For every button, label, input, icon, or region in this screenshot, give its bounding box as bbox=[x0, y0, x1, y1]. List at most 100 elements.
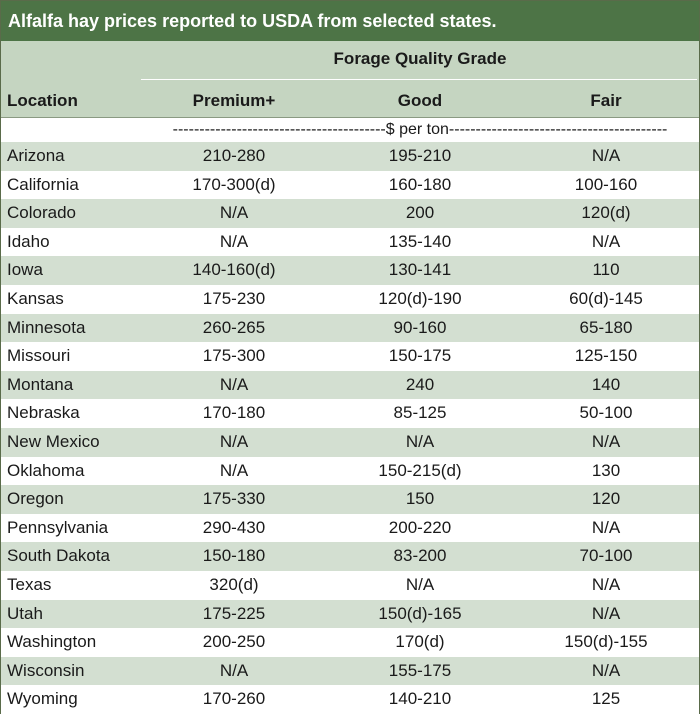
table-row: Wisconsin N/A 155-175 N/A bbox=[1, 656, 699, 686]
premium-cell: 200-250 bbox=[202, 632, 266, 652]
grade-underline bbox=[141, 79, 697, 80]
location-cell: Oklahoma bbox=[7, 460, 85, 480]
good-cell: 155-175 bbox=[388, 660, 452, 680]
fair-cell: 65-180 bbox=[579, 317, 633, 337]
fair-cell: 120(d) bbox=[581, 203, 631, 223]
fair-cell: N/A bbox=[591, 574, 621, 594]
location-cell: Idaho bbox=[7, 231, 50, 251]
fair-cell: N/A bbox=[591, 603, 621, 623]
location-cell: Montana bbox=[7, 374, 74, 394]
good-cell: 90-160 bbox=[393, 317, 447, 337]
premium-cell: 175-230 bbox=[202, 288, 266, 308]
location-cell: Pennsylvania bbox=[7, 517, 109, 537]
table-row: Washington 200-250 170(d) 150(d)-155 bbox=[1, 628, 699, 657]
fair-cell: 60(d)-145 bbox=[569, 288, 643, 308]
units-row: ----------------------------------------… bbox=[1, 118, 699, 142]
premium-cell: N/A bbox=[219, 431, 249, 451]
fair-cell: 70-100 bbox=[579, 546, 633, 566]
location-cell: Texas bbox=[7, 574, 52, 594]
forage-quality-grade-label: Forage Quality Grade bbox=[333, 49, 507, 68]
table-row: Texas 320(d) N/A N/A bbox=[1, 570, 699, 600]
location-column-header: Location bbox=[7, 91, 78, 110]
premium-cell: 210-280 bbox=[202, 146, 266, 165]
table-row: Pennsylvania 290-430 200-220 N/A bbox=[1, 513, 699, 543]
location-cell: California bbox=[7, 174, 79, 194]
good-cell: 150(d)-165 bbox=[378, 603, 462, 623]
premium-cell: 175-330 bbox=[202, 489, 266, 509]
good-cell: N/A bbox=[405, 574, 435, 594]
location-cell: Arizona bbox=[7, 146, 65, 165]
premium-cell: N/A bbox=[219, 460, 249, 480]
good-column-header: Good bbox=[397, 91, 443, 110]
fair-cell: 50-100 bbox=[579, 403, 633, 423]
fair-cell: N/A bbox=[591, 146, 621, 165]
good-cell: 130-141 bbox=[388, 260, 452, 280]
good-cell: 135-140 bbox=[388, 231, 452, 251]
premium-cell: N/A bbox=[219, 374, 249, 394]
table-row: California 170-300(d) 160-180 100-160 bbox=[1, 170, 699, 200]
fair-cell: 110 bbox=[592, 260, 620, 280]
premium-cell: N/A bbox=[219, 231, 249, 251]
good-cell: 140-210 bbox=[388, 689, 452, 709]
table-row: Iowa 140-160(d) 130-141 110 bbox=[1, 256, 699, 285]
location-cell: Wisconsin bbox=[7, 660, 85, 680]
fair-cell: N/A bbox=[591, 431, 621, 451]
premium-cell: 170-300(d) bbox=[192, 174, 276, 194]
location-cell: Washington bbox=[7, 632, 97, 652]
location-cell: Wyoming bbox=[7, 689, 78, 709]
premium-cell: 140-160(d) bbox=[192, 260, 276, 280]
premium-cell: 150-180 bbox=[202, 546, 266, 566]
good-cell: 195-210 bbox=[388, 146, 452, 165]
good-cell: 200-220 bbox=[388, 517, 452, 537]
location-cell: South Dakota bbox=[7, 546, 111, 566]
location-cell: New Mexico bbox=[7, 431, 100, 451]
table-row: Montana N/A 240 140 bbox=[1, 370, 699, 400]
table-row: Wyoming 170-260 140-210 125 bbox=[1, 685, 699, 714]
good-cell: 150-175 bbox=[388, 346, 452, 366]
fair-cell: 130 bbox=[591, 460, 621, 480]
fair-cell: 120 bbox=[591, 489, 621, 509]
good-cell: 150-215(d) bbox=[378, 460, 462, 480]
premium-cell: N/A bbox=[219, 203, 249, 223]
fair-cell: N/A bbox=[591, 660, 621, 680]
table-header: Forage Quality Grade Location Premium+ G… bbox=[1, 41, 699, 117]
premium-cell: 290-430 bbox=[202, 517, 266, 537]
good-cell: 120(d)-190 bbox=[378, 288, 462, 308]
fair-cell: 125-150 bbox=[574, 346, 638, 366]
location-cell: Minnesota bbox=[7, 317, 86, 337]
location-cell: Colorado bbox=[7, 203, 76, 223]
good-cell: 170(d) bbox=[395, 632, 445, 652]
table-row: Oklahoma N/A 150-215(d) 130 bbox=[1, 456, 699, 486]
premium-column-header: Premium+ bbox=[192, 91, 276, 110]
good-cell: 85-125 bbox=[393, 403, 447, 423]
location-cell: Missouri bbox=[7, 346, 71, 366]
fair-cell: N/A bbox=[591, 231, 621, 251]
table-row: Missouri 175-300 150-175 125-150 bbox=[1, 342, 699, 371]
premium-cell: 175-225 bbox=[202, 603, 266, 623]
fair-cell: 150(d)-155 bbox=[564, 632, 648, 652]
fair-cell: 100-160 bbox=[574, 174, 638, 194]
table-row: Oregon 175-330 150 120 bbox=[1, 485, 699, 514]
location-cell: Kansas bbox=[7, 288, 64, 308]
table-row: Idaho N/A 135-140 N/A bbox=[1, 227, 699, 257]
good-cell: 150 bbox=[405, 489, 435, 509]
location-cell: Utah bbox=[7, 603, 43, 623]
table-row: Colorado N/A 200 120(d) bbox=[1, 199, 699, 228]
table-row: Kansas 175-230 120(d)-190 60(d)-145 bbox=[1, 284, 699, 314]
header-divider bbox=[1, 117, 699, 118]
table-body: Arizona 210-280 195-210 N/A California 170-30… bbox=[1, 142, 699, 714]
good-cell: N/A bbox=[405, 431, 435, 451]
table-row: Arizona 210-280 195-210 N/A bbox=[1, 142, 699, 171]
table-row: Nebraska 170-180 85-125 50-100 bbox=[1, 399, 699, 428]
premium-cell: 320(d) bbox=[209, 574, 259, 594]
premium-cell: 170-180 bbox=[202, 403, 266, 423]
table-row: Utah 175-225 150(d)-165 N/A bbox=[1, 599, 699, 629]
table-row: Minnesota 260-265 90-160 65-180 bbox=[1, 313, 699, 343]
table-row: South Dakota 150-180 83-200 70-100 bbox=[1, 542, 699, 571]
location-cell: Oregon bbox=[7, 489, 64, 509]
fair-cell: 140 bbox=[591, 374, 621, 394]
good-cell: 240 bbox=[405, 374, 435, 394]
fair-cell: 125 bbox=[591, 689, 621, 709]
fair-column-header: Fair bbox=[590, 91, 622, 110]
